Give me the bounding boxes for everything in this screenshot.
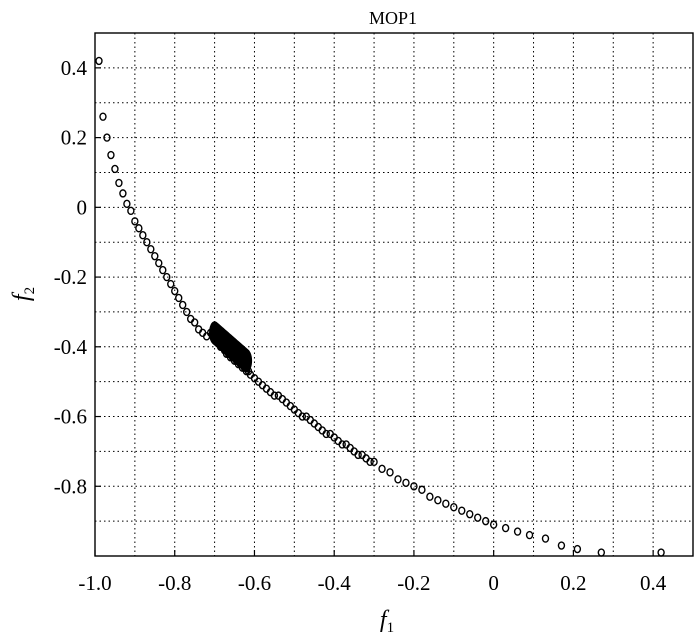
y-tick-label-2: 0 (77, 195, 88, 219)
grid (95, 33, 693, 556)
data-points (95, 56, 665, 557)
data-point-4 (111, 164, 119, 174)
data-point-95 (513, 527, 522, 536)
data-point-96 (525, 530, 534, 540)
data-point-5 (115, 178, 123, 188)
data-point-11 (139, 231, 147, 240)
data-point-19 (171, 286, 179, 296)
y-axis-label-main: f (9, 291, 35, 301)
y-tick-labels: 0.4 0.2 0 -0.2 -0.4 -0.6 -0.8 (54, 56, 88, 498)
data-point-94 (501, 523, 510, 533)
data-point-98 (557, 541, 566, 550)
x-tick-label-1: -0.8 (158, 571, 191, 595)
x-tick-label-5: 0 (488, 571, 499, 595)
data-point-3 (107, 150, 115, 160)
data-point-87 (442, 499, 450, 508)
data-point-24 (190, 318, 199, 327)
data-point-20 (175, 293, 183, 303)
data-point-9 (131, 217, 139, 226)
data-point-100 (597, 548, 606, 557)
x-tick-label-2: -0.6 (238, 571, 271, 595)
data-point-2 (103, 133, 111, 142)
data-point-60 (298, 412, 307, 421)
y-tick-label-3: -0.2 (54, 265, 87, 289)
data-point-92 (481, 516, 490, 526)
data-point-81 (394, 475, 402, 484)
data-point-1 (99, 112, 107, 121)
y-tick-label-4: -0.4 (54, 335, 88, 359)
data-point-85 (426, 492, 434, 501)
data-point-8 (127, 206, 135, 216)
data-point-17 (163, 272, 171, 282)
y-tick-label-1: 0.2 (61, 126, 87, 150)
y-axis-label: f2 (9, 287, 38, 301)
data-point-53 (270, 391, 279, 400)
data-point-70 (338, 440, 346, 449)
x-tick-label-4: -0.2 (397, 571, 430, 595)
data-point-13 (147, 244, 155, 254)
x-axis-label-sub: 1 (387, 620, 395, 633)
x-tick-labels: -1.0 -0.8 -0.6 -0.4 -0.2 0 0.2 0.4 (78, 571, 666, 595)
data-point-90 (466, 509, 474, 519)
data-point-22 (182, 307, 191, 317)
data-point-82 (402, 478, 410, 487)
data-point-16 (159, 265, 167, 275)
data-point-14 (151, 251, 159, 261)
x-axis-label-main: f (380, 607, 390, 633)
data-point-6 (119, 189, 127, 198)
x-tick-label-3: -0.4 (318, 571, 352, 595)
y-axis-label-sub: 2 (22, 287, 38, 295)
data-point-80 (386, 468, 394, 477)
x-tick-label-7: 0.4 (640, 571, 667, 595)
data-point-99 (573, 544, 582, 554)
data-point-21 (179, 300, 187, 310)
data-point-84 (418, 485, 426, 494)
data-point-66 (322, 429, 330, 439)
y-tick-label-0: 0.4 (61, 56, 88, 80)
data-point-83 (410, 482, 418, 491)
data-point-78 (370, 457, 378, 467)
y-tick-label-6: -0.8 (54, 474, 87, 498)
data-point-15 (155, 258, 163, 268)
data-point-12 (143, 237, 151, 247)
y-tick-label-5: -0.6 (54, 405, 87, 429)
data-point-79 (378, 464, 386, 474)
x-tick-label-6: 0.2 (560, 571, 586, 595)
x-axis-label: f1 (380, 607, 394, 633)
data-point-77 (366, 457, 374, 467)
data-point-18 (167, 279, 175, 289)
chart-title: MOP1 (369, 8, 417, 28)
data-point-101 (657, 548, 665, 557)
data-point-10 (135, 224, 143, 233)
cluster-point-59 (240, 349, 253, 373)
data-point-91 (474, 513, 482, 522)
data-point-7 (123, 199, 131, 209)
data-point-97 (541, 534, 550, 543)
data-point-88 (450, 502, 458, 512)
data-point-86 (434, 496, 442, 505)
data-point-74 (354, 450, 362, 460)
x-tick-label-0: -1.0 (78, 571, 111, 595)
data-point-0 (95, 56, 103, 66)
plot-frame (94, 32, 694, 557)
data-point-89 (458, 506, 466, 515)
data-point-93 (489, 520, 498, 529)
